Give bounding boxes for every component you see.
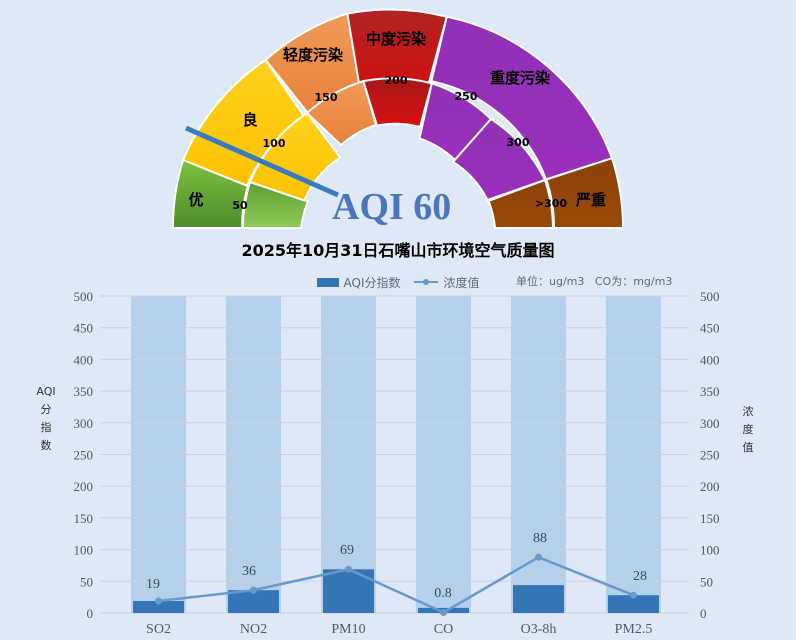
left-tick: 150 (74, 511, 94, 526)
gauge-label-heavy-pollution: 重度污染 (490, 69, 551, 87)
right-tick: 350 (700, 384, 720, 399)
data-point[interactable] (630, 591, 637, 599)
left-axis-ticks: 500 450 400 350 300 250 200 150 100 50 0 (74, 289, 94, 621)
right-tick: 0 (700, 606, 707, 621)
category-label-pm25: PM2.5 (615, 622, 653, 637)
right-tick: 150 (700, 511, 720, 526)
right-tick: 300 (700, 416, 720, 431)
category-label-o3-8h: O3-8h (521, 622, 557, 637)
gauge-inner-seg-200 (362, 77, 434, 129)
left-tick: 500 (74, 289, 94, 304)
right-axis-ticks: 500 450 400 350 300 250 200 150 100 50 0 (700, 289, 720, 621)
data-point[interactable] (535, 553, 542, 561)
gauge-threshold-50: 50 (232, 199, 248, 212)
unit-note: 单位：ug/m3 CO为：mg/m3 (516, 275, 673, 288)
left-tick: 400 (74, 352, 94, 367)
left-axis-title-char: 数 (41, 439, 52, 452)
concentration-line (158, 555, 634, 614)
gauge-needle (184, 125, 340, 198)
gauge-threshold-over300: >300 (535, 197, 568, 210)
right-tick: 200 (700, 479, 720, 494)
gauge-inner-seg-over300 (487, 178, 555, 229)
gauge-threshold-150: 150 (315, 91, 338, 104)
left-tick: 250 (74, 448, 94, 463)
value-label-o3-8h: 88 (533, 531, 547, 546)
right-tick: 250 (700, 448, 720, 463)
left-axis-title-char: 分 (41, 403, 52, 416)
bar-swatch-icon (316, 277, 339, 287)
legend-item-aqi-subindex[interactable]: AQI分指数 (316, 274, 401, 291)
gauge-threshold-250: 250 (455, 90, 478, 103)
legend-label-aqi-subindex: AQI分指数 (343, 275, 401, 290)
data-point[interactable] (155, 597, 162, 605)
data-point[interactable] (250, 586, 257, 594)
page-title: 2025年10月31日石嘴山市环境空气质量图 (241, 241, 555, 260)
right-tick: 100 (700, 543, 720, 558)
gauge-outer-ring (171, 8, 625, 229)
data-point[interactable] (440, 609, 447, 616)
bar-so2[interactable] (133, 601, 184, 613)
right-axis-title-char: 值 (743, 441, 754, 454)
bar-pm25[interactable] (608, 595, 659, 613)
category-label-no2: NO2 (240, 622, 267, 637)
legend-label-concentration: 浓度值 (443, 275, 480, 290)
gauge-threshold-100: 100 (263, 137, 286, 150)
left-tick: 350 (74, 384, 94, 399)
gauge-threshold-300: 300 (507, 136, 530, 149)
value-label-co: 0.8 (434, 586, 452, 601)
gauge-inner-ring (241, 77, 555, 229)
left-axis-title: AQI 分 指 数 (36, 385, 55, 452)
bar-chart-svg: 500 450 400 350 300 250 200 150 100 50 0… (36, 289, 754, 637)
category-labels: SO2 NO2 PM10 CO O3-8h PM2.5 (146, 622, 652, 637)
category-label-so2: SO2 (146, 622, 171, 637)
gauge-threshold-200: 200 (385, 74, 408, 87)
value-label-so2: 19 (146, 577, 160, 592)
left-tick: 100 (74, 543, 94, 558)
left-tick: 300 (74, 416, 94, 431)
aqi-readout: AQI 60 (332, 186, 451, 228)
left-axis-title-char: 指 (41, 420, 52, 434)
value-label-no2: 36 (242, 564, 256, 579)
bar-o3-8h[interactable] (513, 585, 564, 613)
right-axis-title: 浓 度 值 (743, 405, 754, 454)
value-labels: 19 36 69 0.8 88 28 (146, 531, 647, 601)
left-axis-title-char: AQI (36, 385, 55, 398)
left-tick: 200 (74, 479, 94, 494)
chart-legend: AQI分指数 浓度值 (0, 272, 796, 292)
gauge-label-severe-pollution: 严重 (575, 191, 606, 209)
gauge-label-you: 优 (188, 191, 203, 209)
right-tick: 400 (700, 352, 720, 367)
left-tick: 450 (74, 321, 94, 336)
value-label-pm25: 28 (633, 569, 647, 584)
gauge-outer-seg-severe (545, 156, 625, 229)
gauge-svg: 优 良 轻度污染 中度污染 重度污染 严重 50 100 150 200 250… (171, 8, 625, 229)
data-point[interactable] (345, 565, 352, 573)
category-label-co: CO (434, 622, 453, 637)
bar-no2[interactable] (228, 590, 279, 613)
gauge-label-light-pollution: 轻度污染 (283, 46, 344, 64)
left-tick: 50 (80, 574, 93, 589)
concentration-points (155, 553, 637, 616)
category-label-pm10: PM10 (331, 622, 365, 637)
right-tick: 450 (700, 321, 720, 336)
aqi-gauge: 优 良 轻度污染 中度污染 重度污染 严重 50 100 150 200 250… (0, 0, 796, 236)
left-tick: 0 (87, 606, 94, 621)
right-tick: 50 (700, 574, 713, 589)
gauge-label-moderate-pollution: 中度污染 (366, 30, 427, 48)
line-swatch-icon (414, 277, 439, 287)
gauge-label-liang: 良 (242, 111, 257, 129)
value-label-pm10: 69 (340, 543, 354, 558)
legend-item-concentration[interactable]: 浓度值 (414, 274, 480, 291)
right-tick: 500 (700, 289, 720, 304)
bar-pm10[interactable] (323, 569, 374, 613)
right-axis-title-char: 浓 (743, 405, 754, 418)
air-quality-bar-chart: 500 450 400 350 300 250 200 150 100 50 0… (0, 285, 796, 640)
gridlines (100, 295, 689, 614)
right-axis-title-char: 度 (743, 422, 754, 436)
